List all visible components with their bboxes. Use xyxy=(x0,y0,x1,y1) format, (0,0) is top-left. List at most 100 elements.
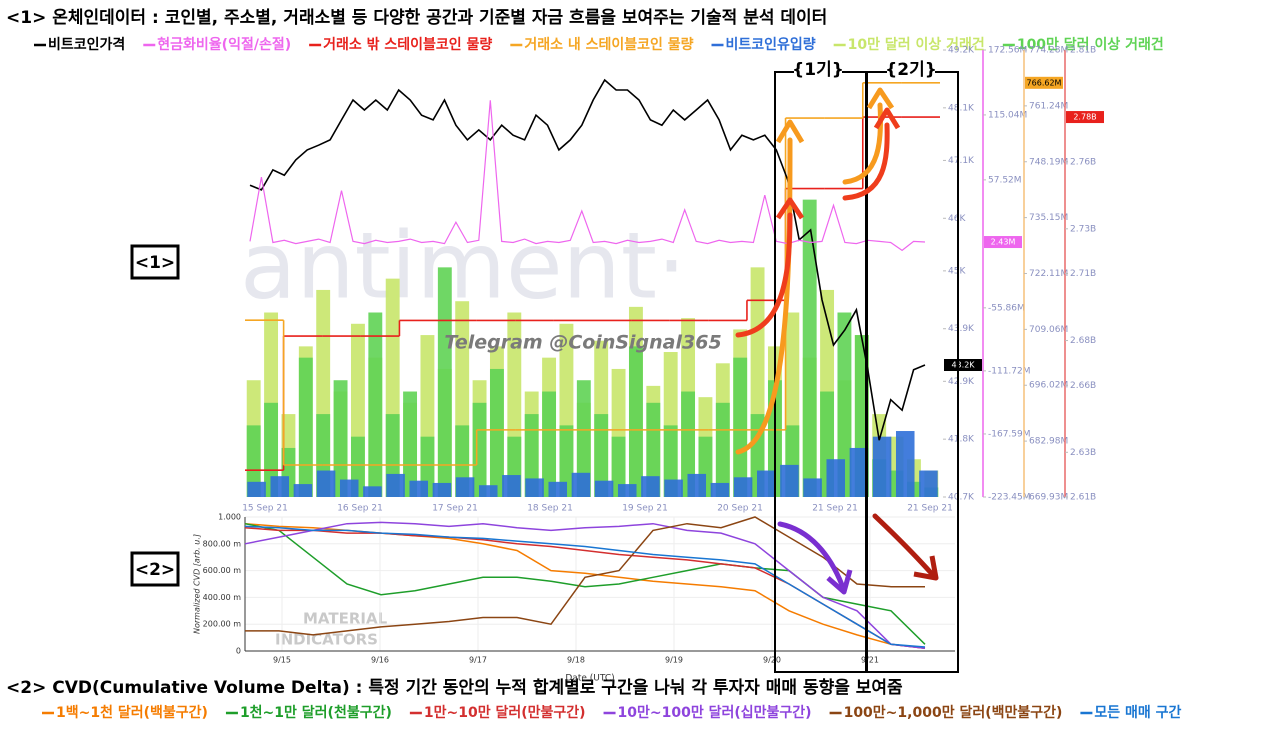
y-tick-label: 200.00 m xyxy=(203,620,242,629)
y-tick-label: 774.28M xyxy=(1029,46,1068,56)
bar xyxy=(641,476,660,497)
value-tag xyxy=(944,359,982,372)
x-tick-label: 9/18 xyxy=(567,656,585,665)
bar xyxy=(826,459,846,497)
bar xyxy=(571,472,591,497)
bar xyxy=(363,486,382,497)
y-tick-label: 400.00 m xyxy=(203,593,242,602)
legend-label: 비트코인유입량 xyxy=(726,36,816,53)
bar xyxy=(409,480,429,497)
bar xyxy=(432,482,452,497)
y-tick-label: -111.72M xyxy=(988,366,1031,376)
y-tick-label: 2.73B xyxy=(1070,224,1096,234)
y-tick-label: -167.59M xyxy=(988,429,1031,439)
x-tick-label: 20 Sep 21 xyxy=(717,504,763,514)
annotation: <1> xyxy=(135,253,175,273)
line-series xyxy=(249,100,926,252)
bar xyxy=(246,425,261,497)
arrow xyxy=(842,122,890,201)
y-tick-label: 761.24M xyxy=(1029,101,1068,111)
bar xyxy=(403,391,418,497)
x-tick-label: 9/17 xyxy=(469,656,487,665)
y-tick-label: -223.45M xyxy=(988,493,1031,503)
annotation: INDICATORS xyxy=(275,631,378,649)
arrow xyxy=(735,212,793,338)
y-tick-label: 43.9K xyxy=(948,324,975,334)
bar xyxy=(264,402,279,497)
y-tick-label: 1.000 xyxy=(218,513,241,522)
y-tick-label: 41.8K xyxy=(948,435,975,445)
bar xyxy=(628,346,643,497)
value-tag xyxy=(984,236,1022,249)
bar xyxy=(664,479,683,497)
label-bg xyxy=(887,59,935,81)
arrow-head xyxy=(775,197,805,220)
x-tick-label: 9/21 xyxy=(861,656,879,665)
bar xyxy=(333,380,348,497)
bar xyxy=(386,473,405,497)
bar xyxy=(339,479,359,497)
y-tick-label: 2.81B xyxy=(1070,46,1096,56)
bar xyxy=(437,267,452,497)
bar xyxy=(663,425,678,497)
bar xyxy=(687,473,707,497)
bar xyxy=(559,425,574,497)
y-tick-label: 47.1K xyxy=(948,156,975,166)
y-tick-label: 709.06M xyxy=(1029,325,1068,335)
y-tick-label: 735.15M xyxy=(1029,213,1068,223)
annotation: MATERIAL xyxy=(303,610,388,628)
bar xyxy=(270,476,290,497)
bar xyxy=(502,475,521,497)
y-tick-label: 800.00 m xyxy=(203,539,242,548)
bar xyxy=(872,436,892,497)
y-tick-label: 696.02M xyxy=(1029,381,1068,391)
arrow-head xyxy=(826,569,853,595)
annotation: <2> xyxy=(135,560,175,580)
legend-label: 100만 달러 이상 거래건 xyxy=(1017,36,1164,53)
legend-label: 1백~1천 달러(백불구간) xyxy=(56,704,208,721)
annotation: {1기} xyxy=(792,60,844,80)
bar xyxy=(849,447,869,497)
bar xyxy=(293,484,313,497)
label-box xyxy=(130,244,180,280)
y-tick-label: 748.19M xyxy=(1029,157,1068,167)
bar xyxy=(542,391,557,497)
x-tick-label: 9/19 xyxy=(665,656,683,665)
x-tick-label: 16 Sep 21 xyxy=(337,504,383,514)
bar xyxy=(548,481,568,497)
x-tick-label: 9/16 xyxy=(371,656,389,665)
y-tick-label: 0 xyxy=(236,647,241,656)
bar xyxy=(472,402,487,497)
arrow-head xyxy=(913,555,939,581)
arrow-head xyxy=(873,107,901,130)
y-tick-label: 682.98M xyxy=(1029,437,1068,447)
y-tick-label: 2.76B xyxy=(1070,157,1096,167)
x-tick-label: 15 Sep 21 xyxy=(242,504,288,514)
bar xyxy=(594,480,614,497)
x-axis-title: Date (UTC) xyxy=(565,674,614,684)
x-tick-label: 21 Sep 21 xyxy=(907,504,953,514)
bar xyxy=(525,478,544,497)
bar xyxy=(681,391,696,497)
bar xyxy=(368,312,383,497)
legend-label: 10만 달러 이상 거래건 xyxy=(848,36,985,53)
bar xyxy=(489,368,504,497)
bar xyxy=(802,199,817,497)
y-tick-label: 600.00 m xyxy=(203,566,242,575)
legend-label: 1만~10만 달러(만불구간) xyxy=(424,704,586,721)
label-box xyxy=(130,551,180,587)
chart-layer: <1> 온체인데이터 : 코인별, 주소별, 거래소별 등 다양한 공간과 기준… xyxy=(6,8,1182,721)
y-tick-label: 2.68B xyxy=(1070,336,1096,346)
x-tick-label: 21 Sep 21 xyxy=(812,504,858,514)
y-tick-label: -55.86M xyxy=(988,303,1025,313)
overlay-layer: <1> {1기} {2기} Telegram @CoinSignal365 <2> xyxy=(130,59,959,673)
bar xyxy=(733,357,748,497)
x-tick-label: 9/20 xyxy=(763,656,781,665)
legend-label: 1천~1만 달러(천불구간) xyxy=(240,704,392,721)
line-series xyxy=(249,78,926,441)
y-tick-label: 2.66B xyxy=(1070,381,1096,391)
line-series xyxy=(245,516,925,636)
value-tag-label: 2.43M xyxy=(991,238,1016,247)
bar xyxy=(455,477,475,497)
y-tick-label: 2.71B xyxy=(1070,269,1096,279)
